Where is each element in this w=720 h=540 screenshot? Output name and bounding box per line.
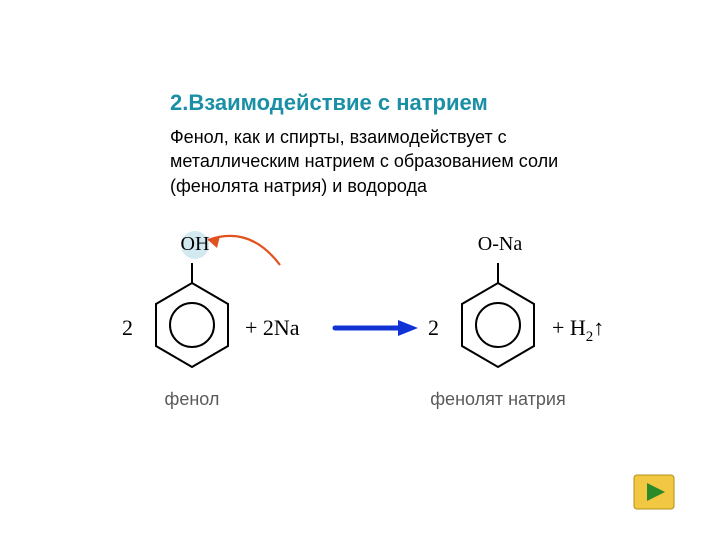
plus-sodium: + 2Na: [245, 315, 300, 340]
phenolate-ona-label: O-Na: [478, 233, 523, 255]
plus-hydrogen: + H2↑: [552, 315, 604, 345]
phenolate-caption: фенолят натрия: [430, 389, 565, 409]
next-slide-button[interactable]: [633, 474, 675, 510]
left-coefficient: 2: [122, 315, 133, 340]
phenol-caption: фенол: [165, 389, 220, 409]
reaction-diagram: 2 OH фенол + 2Na 2 O-Na фенолят натрия +…: [80, 220, 640, 440]
section-heading: 2.Взаимодействие с натрием: [170, 90, 488, 116]
right-coefficient: 2: [428, 315, 439, 340]
reaction-arrow: [335, 320, 418, 336]
phenolate-structure: [462, 263, 534, 367]
svg-text:+ H2↑: + H2↑: [552, 315, 604, 345]
phenol-oh-label: OH: [181, 233, 210, 255]
mechanism-arrow: [208, 236, 280, 265]
phenol-structure: [156, 263, 228, 367]
section-body: Фенол, как и спирты, взаимодействует с м…: [170, 125, 590, 198]
play-icon: [633, 474, 675, 510]
